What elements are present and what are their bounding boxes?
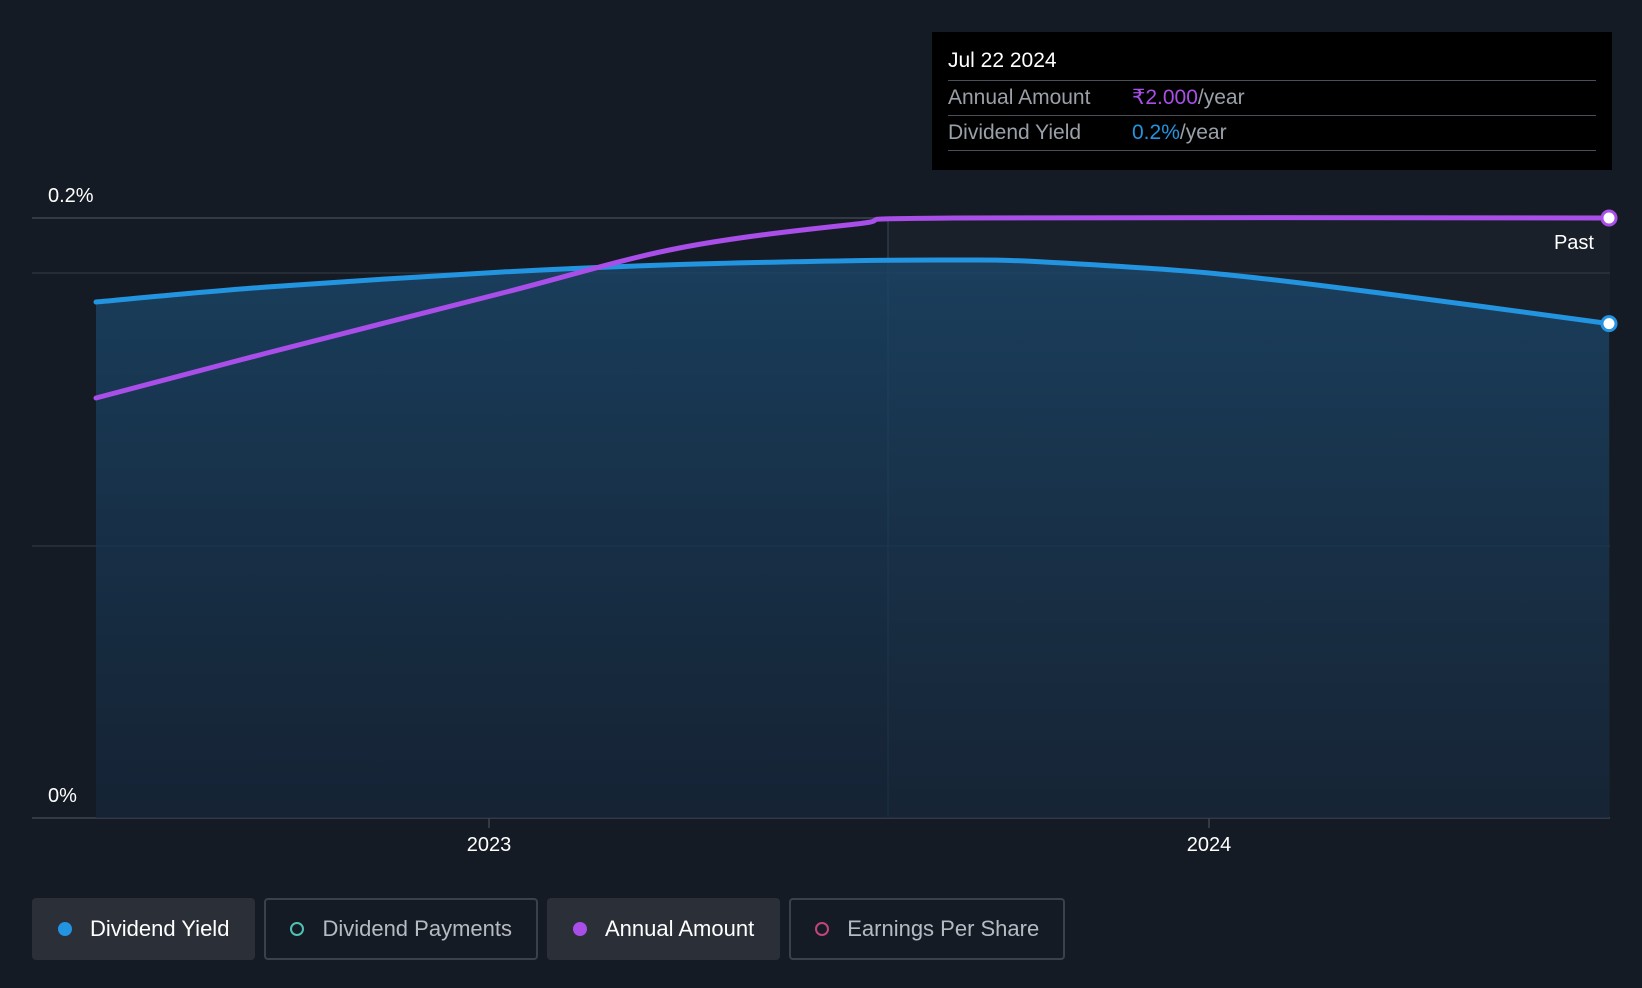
tooltip-row-dividend-yield: Dividend Yield 0.2% /year — [948, 116, 1596, 151]
tooltip-date: Jul 22 2024 — [948, 46, 1596, 81]
legend-label: Annual Amount — [604, 916, 755, 941]
legend-label: Dividend Payments — [322, 916, 512, 941]
legend-item-earnings-per-share[interactable]: Earnings Per Share — [789, 898, 1066, 960]
legend-circle-icon — [815, 922, 830, 936]
annual-amount-end-marker — [1600, 209, 1618, 227]
dividend-yield-line — [93, 257, 1612, 327]
legend-item-annual-amount[interactable]: Annual Amount — [546, 898, 781, 960]
dividend-yield-end-marker — [1600, 315, 1618, 333]
legend-label: Earnings Per Share — [847, 916, 1040, 941]
tooltip-row-annual-amount: Annual Amount ₹2.000 /year — [948, 81, 1596, 116]
legend: Dividend Yield Dividend Payments Annual … — [32, 898, 1066, 960]
y-tick-label-top: 0.2% — [48, 185, 94, 207]
legend-dot-icon — [58, 922, 72, 936]
x-tick-label-2023: 2023 — [467, 834, 512, 856]
tooltip-value: 0.2% — [1132, 121, 1180, 144]
x-tick-label-2024: 2024 — [1187, 834, 1232, 856]
legend-item-dividend-payments[interactable]: Dividend Payments — [264, 898, 538, 960]
y-tick-label-bottom: 0% — [48, 785, 77, 807]
tooltip-label: Annual Amount — [948, 86, 1091, 109]
dividend-yield-area — [96, 259, 1609, 818]
legend-label: Dividend Yield — [90, 916, 230, 941]
legend-circle-icon — [290, 922, 305, 936]
legend-item-dividend-yield[interactable]: Dividend Yield — [32, 898, 256, 960]
tooltip-unit: /year — [1197, 86, 1245, 109]
dividend-chart: 0.2% 0% 2023 2024 Past — [32, 185, 1618, 856]
annual-amount-line — [93, 215, 1612, 401]
tooltip-value: ₹2.000 — [1132, 86, 1198, 109]
tooltip-unit: /year — [1179, 121, 1227, 144]
tooltip-label: Dividend Yield — [948, 121, 1082, 144]
tooltip: Jul 22 2024 Annual Amount ₹2.000 /year D… — [932, 32, 1612, 170]
legend-dot-icon — [572, 922, 587, 936]
past-label: Past — [1554, 232, 1594, 254]
